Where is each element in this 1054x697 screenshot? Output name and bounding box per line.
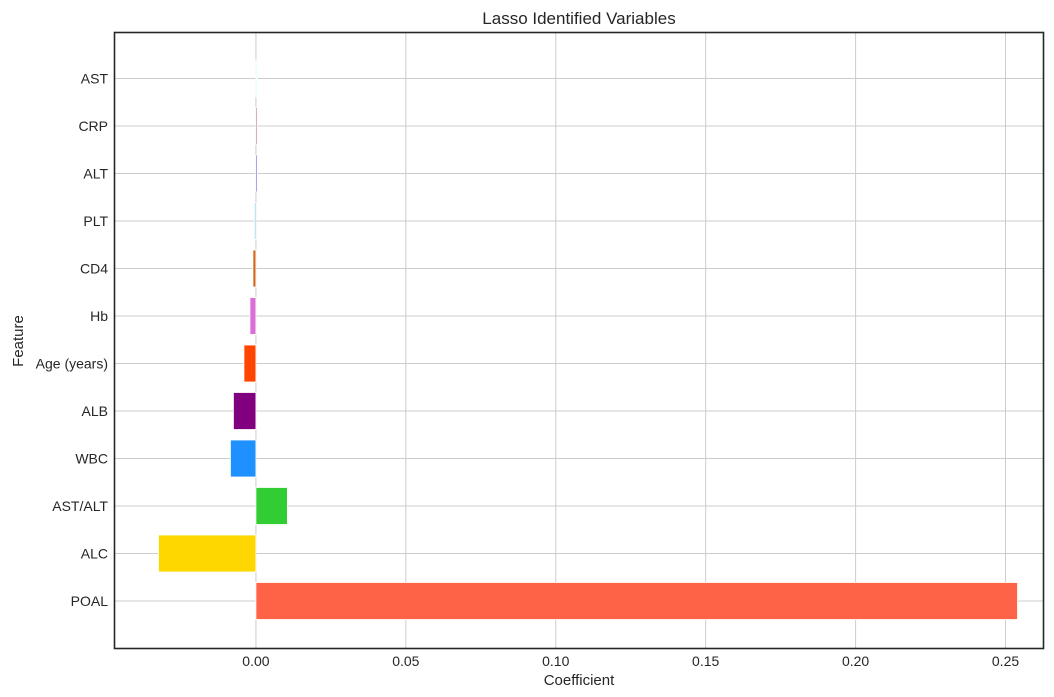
bar-cd4	[252, 249, 257, 288]
bar-age-years-	[243, 344, 257, 383]
bar-poal	[255, 582, 1018, 620]
bar-plt	[254, 202, 257, 240]
y-tick-label: ALC	[81, 546, 108, 562]
x-tick-labels: 0.00 0.05 0.10 0.15 0.20 0.25	[242, 653, 1019, 669]
x-tick-label: 0.10	[542, 653, 569, 669]
y-axis-title: Feature	[10, 315, 27, 367]
x-tick-label: 0.00	[242, 653, 269, 669]
x-tick-label: 0.15	[692, 653, 719, 669]
bar-wbc	[230, 439, 257, 478]
y-tick-label: CRP	[78, 118, 108, 134]
y-tick-label: ALB	[82, 403, 108, 419]
y-tick-label: Hb	[90, 308, 108, 324]
y-tick-label: AST	[81, 71, 109, 87]
x-tick-label: 0.05	[392, 653, 419, 669]
bar-hb	[249, 297, 257, 335]
plot-frame	[113, 31, 1045, 650]
bar-alc	[158, 534, 257, 573]
bar-ast-alt	[255, 487, 288, 525]
y-tick-label: CD4	[80, 261, 108, 277]
bar-alt	[255, 154, 258, 193]
x-tick-label: 0.25	[992, 653, 1019, 669]
bars	[158, 59, 1018, 620]
y-tick-label: POAL	[71, 593, 109, 609]
y-tick-label: Age (years)	[36, 356, 108, 372]
y-tick-label: WBC	[75, 451, 108, 467]
y-tick-label: AST/ALT	[52, 498, 108, 514]
x-tick-label: 0.20	[842, 653, 869, 669]
bar-alb	[233, 392, 257, 430]
bar-ast	[255, 59, 258, 98]
bar-crp	[255, 107, 258, 145]
y-tick-label: PLT	[83, 213, 108, 229]
y-tick-label: ALT	[83, 166, 108, 182]
chart-title: Lasso Identified Variables	[482, 9, 675, 28]
y-tick-labels: POAL ALC AST/ALT WBC ALB Age (years) Hb CD4 PLT A…	[36, 71, 109, 610]
x-axis-title: Coefficient	[544, 672, 615, 689]
